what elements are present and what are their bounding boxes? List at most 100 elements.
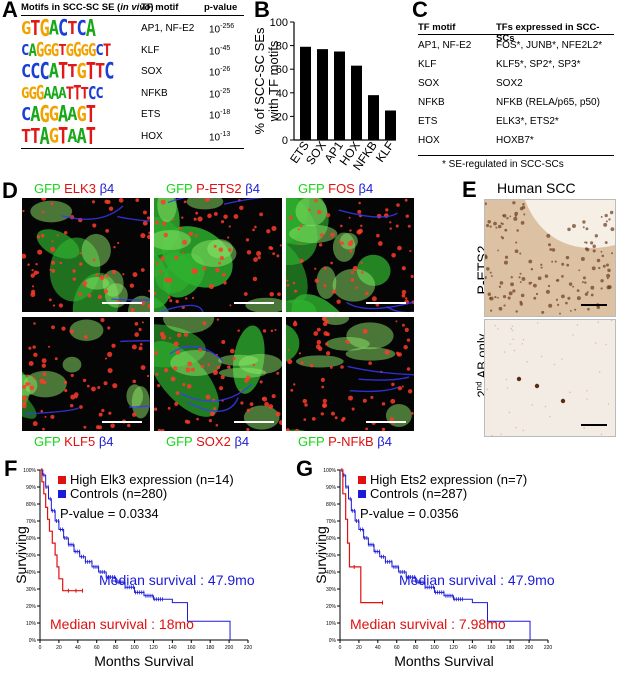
bar [385,110,396,140]
d-stain-label: GFP P-ETS2 β4 [166,181,260,196]
y-tick-label: 70% [326,519,337,525]
high-expression-curve [40,469,83,592]
y-tick-label: 80 [276,41,288,53]
bar [368,95,379,140]
x-axis-label: Months Survival [94,653,194,669]
bar [334,51,345,140]
y-tick-label: 80% [326,502,337,508]
d-stain-label: GFP SOX2 β4 [166,434,250,449]
median-survival-control: Median survival : 47.9mo [99,572,255,588]
y-tick-label: 10% [326,621,337,627]
x-tick-label: 140 [468,645,477,651]
panel-label-f: F [4,456,18,481]
legend-high: High Elk3 expression (n=14) [70,472,234,487]
x-tick-label: 100 [430,645,439,651]
e-title: Human SCC [497,180,576,196]
d-micrograph [286,317,414,431]
c-tf-expressed: FOS*, JUNB*, NFE2L2* [496,40,603,51]
legend-swatch-ctrl [58,490,66,498]
y-axis-label: % of SCC-SC SEs [252,27,267,134]
y-tick-label: 20% [26,604,37,610]
x-tick-label: KLF [373,139,397,165]
motif-logo: TTAGTAAT [21,122,96,151]
x-axis-label: Months Survival [394,653,494,669]
motif-tf-name: AP1, NF-E2 [141,23,195,34]
x-tick-label: 140 [168,645,177,651]
motif-pvalue: 10-45 [209,44,231,57]
scale-bar [234,421,274,423]
y-tick-label: 60% [26,536,37,542]
d-stain-label: GFP P-NFkB β4 [298,434,392,449]
y-tick-label: 70% [26,519,37,525]
pvalue-label: P-value = 0.0356 [360,506,459,521]
motif-pvalue: 10-13 [209,130,231,143]
d-stain-label: GFP ELK3 β4 [34,181,115,196]
panel-label-e: E [462,177,477,202]
y-tick-label: 50% [326,553,337,559]
motif-pvalue: 10-25 [209,87,231,100]
legend-swatch-ctrl [358,490,366,498]
y-tick-label: 40 [276,88,288,100]
motif-logo: GTGACTCA [21,15,96,43]
d-stain-label: GFP FOS β4 [298,181,374,196]
bar-chart: 0 20 40 60 80 100% of SCC-SC SEs with TF motif… [252,17,397,172]
y-tick-label: 10% [26,621,37,627]
x-tick-label: 220 [244,645,253,651]
d-micrograph [154,317,282,431]
x-tick-label: 40 [375,645,381,651]
panel-label-g: G [296,456,314,481]
scale-bar [581,424,607,426]
y-tick-label: 100 [270,17,288,29]
motif-tf-name: NFKB [141,87,168,99]
scale-bar [234,302,274,304]
c-tf-motif: KLF [418,59,437,70]
c-tf-expressed: ELK3*, ETS2* [496,116,559,127]
high-expression-curve [340,469,383,604]
bar [300,46,311,140]
legend-high: High Ets2 expression (n=7) [370,472,527,487]
x-tick-label: 20 [56,645,62,651]
panel-label-b: B [254,0,270,22]
x-tick-label: 100 [130,645,139,651]
panel-label-d: D [2,178,18,203]
scale-bar [102,421,142,423]
y-tick-label: 0% [29,638,37,644]
legend-swatch-high [358,476,366,484]
x-tick-label: 60 [94,645,100,651]
y-tick-label: 90% [326,485,337,491]
y-tick-label: 20% [326,604,337,610]
c-footnote: * SE-regulated in SCC-SCs [442,159,564,170]
d-stain-label: GFP KLF5 β4 [34,434,114,449]
y-tick-label: 100% [23,468,36,474]
c-tf-motif: NFKB [418,97,445,108]
km-plot-f: 100% 90% 80% 70% 60% 50% 40% 30% 20% 10% 0%0 20 40 60… [13,468,255,669]
legend-ctrl: Controls (n=280) [70,486,167,501]
y-tick-label: 20 [276,111,288,123]
header-tfs-expressed: TFs expressed in SCC-SCs [496,22,600,44]
d-micrograph [286,198,414,312]
motif-logo: GGGAAATTTCC [21,82,104,105]
x-tick-label: 220 [544,645,553,651]
header-tf-motif-c: TF motif [418,22,456,33]
x-tick-label: 40 [75,645,81,651]
motif-logo: CAGGGTGGGGCT [21,39,111,62]
motif-pvalue: 10-18 [209,109,231,122]
x-tick-label: 120 [449,645,458,651]
motif-tf-name: KLF [141,44,160,56]
motif-logo: CCCATTGTTC [21,58,115,86]
c-header-rule [418,34,614,35]
x-tick-label: 120 [149,645,158,651]
panel-label-a: A [2,0,18,22]
x-tick-label: 200 [225,645,234,651]
y-axis-label: Surviving [13,526,29,584]
d-micrograph [22,317,150,431]
y-tick-label: 0 [282,135,288,147]
c-tf-motif: AP1, NF-E2 [418,40,472,51]
median-survival-control: Median survival : 47.9mo [399,572,555,588]
e-ihc-top-image [484,199,616,317]
scale-bar [366,421,406,423]
x-tick-label: 0 [39,645,42,651]
d-micrograph [22,198,150,312]
header-tf-motif: TF motif [141,2,179,13]
header-rule [21,15,244,16]
